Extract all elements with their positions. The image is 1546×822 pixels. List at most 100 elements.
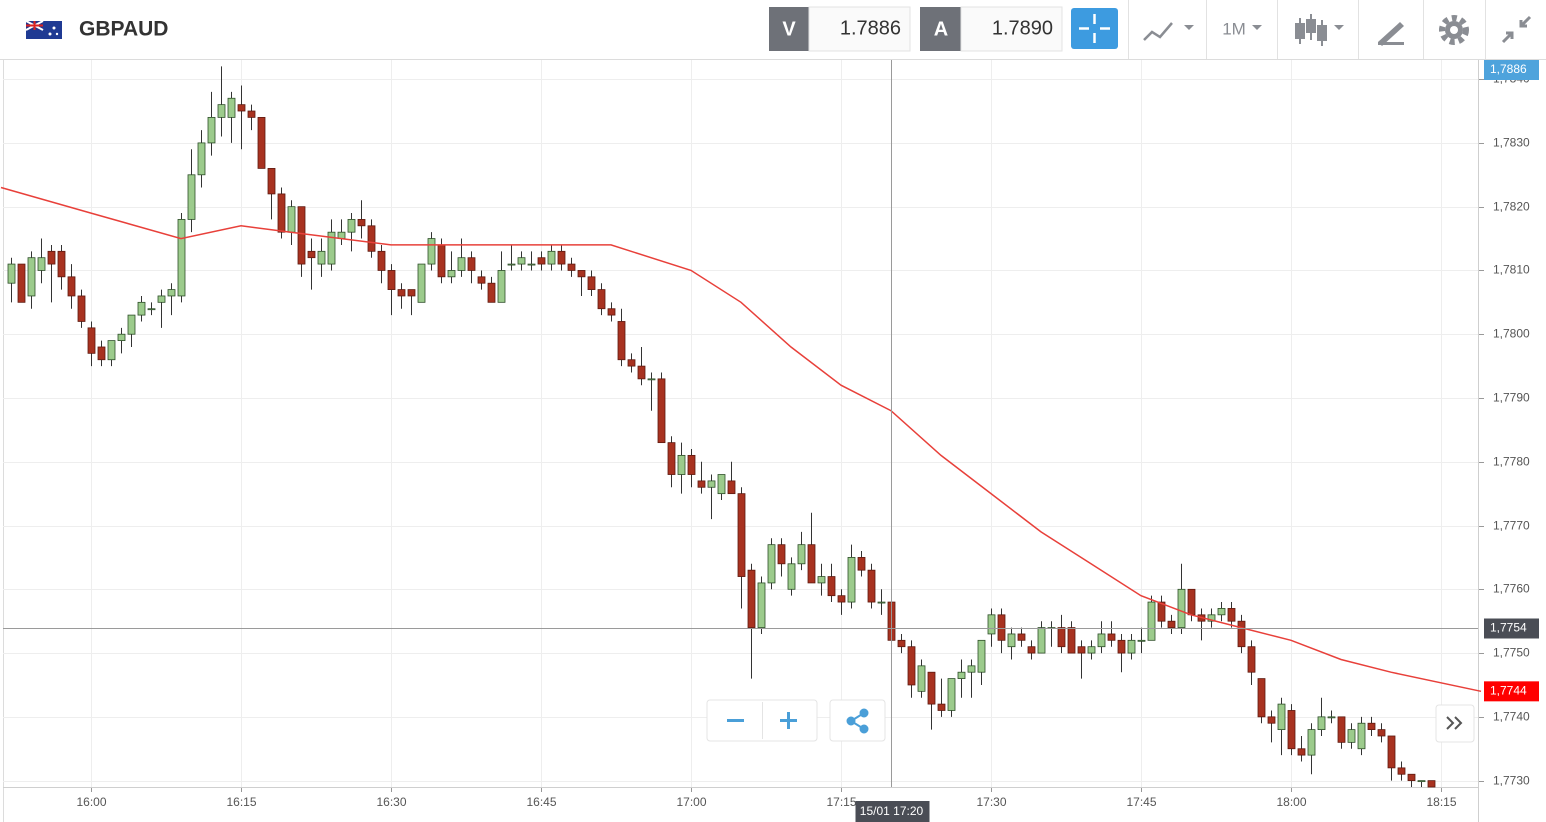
symbol: GBPAUD (79, 18, 168, 41)
collapse-button[interactable] (1501, 15, 1532, 44)
candle-body (857, 557, 866, 571)
candle-body (237, 104, 246, 112)
candle-body (707, 480, 716, 488)
candle-body (87, 327, 96, 354)
candle-body (207, 116, 216, 144)
settings-button[interactable] (1439, 15, 1469, 45)
candle-body (1297, 748, 1306, 756)
y-tick-label: 1,7780 (1493, 455, 1530, 469)
share-icon (846, 708, 869, 734)
x-tick-label: 18:15 (1426, 795, 1456, 809)
candle-body (417, 263, 426, 303)
candle-body (1267, 716, 1276, 724)
x-tick-label: 17:30 (976, 795, 1006, 809)
crosshair-y-label: 1,7754 (1490, 621, 1527, 635)
candle-body (17, 263, 26, 303)
candle-body (1057, 627, 1066, 648)
crosshair-x-label: 15/01 17:20 (860, 804, 924, 818)
candle-body (547, 250, 556, 265)
candle-body (727, 480, 736, 495)
candle-body (347, 219, 356, 233)
candle-body (1387, 735, 1396, 769)
candle-body (277, 193, 286, 233)
candle-body (507, 263, 516, 266)
share-button[interactable] (829, 699, 886, 742)
buy-button[interactable] (920, 7, 961, 51)
candle-body (467, 257, 476, 271)
candle-body (717, 474, 726, 495)
candle-body (117, 333, 126, 341)
flag (25, 20, 62, 39)
candle-body (57, 250, 66, 278)
candle-body (617, 321, 626, 361)
zoom-out-button[interactable] (727, 719, 744, 722)
candle-body (907, 646, 916, 686)
crosshair-x-tag (855, 801, 930, 822)
sell-button[interactable] (769, 7, 809, 51)
draw-button[interactable] (1378, 22, 1404, 46)
candle-body (697, 480, 706, 488)
candle-type-button[interactable] (1295, 14, 1344, 46)
candle-body (527, 263, 536, 266)
plot-area (0, 60, 1478, 787)
x-tick-label: 16:30 (376, 795, 406, 809)
candle-body (1247, 646, 1256, 673)
chart-type-button[interactable] (1143, 22, 1194, 41)
candle-body (107, 340, 116, 361)
candle-body (1107, 633, 1116, 641)
candle-body (807, 544, 816, 584)
candle-body (1097, 633, 1106, 648)
candle-body (407, 289, 416, 297)
candle-body (377, 250, 386, 271)
candle-body (1087, 646, 1096, 654)
candle-body (1377, 729, 1386, 737)
candle-body (127, 314, 136, 335)
candle-body (357, 219, 366, 227)
candle-body (837, 595, 846, 603)
candle-body (1077, 646, 1086, 654)
candle-body (597, 289, 606, 310)
buy-price-box[interactable] (960, 6, 1063, 52)
candle-body (177, 219, 186, 297)
candle-body (897, 639, 906, 648)
candle-body (977, 639, 986, 673)
candle-body (297, 206, 306, 265)
candle-body (677, 454, 686, 475)
candle-body (577, 270, 586, 278)
y-tick-label: 1,7750 (1493, 646, 1530, 660)
scroll-right-button[interactable] (1435, 704, 1475, 743)
candle-body (867, 569, 876, 603)
candle-body (957, 671, 966, 679)
candle-body (1027, 646, 1036, 654)
candle-body (827, 576, 836, 597)
candle-body (1137, 639, 1146, 642)
x-tick-label: 16:15 (226, 795, 256, 809)
sell-price: 1.7886 (840, 17, 901, 39)
price-tag-label: 1,7886 (1490, 62, 1527, 76)
crosshair-icon (1079, 14, 1110, 43)
zoom-controls (706, 699, 1475, 743)
candle-body (647, 378, 656, 381)
candle-body (987, 614, 996, 635)
candle-body (497, 270, 506, 303)
crosshair-button[interactable] (1071, 8, 1118, 49)
candle-body (637, 365, 646, 380)
candle-body (1347, 729, 1356, 743)
buy-label: A (934, 18, 948, 40)
sell-price-box[interactable] (808, 6, 911, 52)
candle-body (7, 263, 16, 284)
candle-body (1127, 639, 1136, 654)
y-tick-label: 1,7800 (1493, 327, 1530, 341)
candle-body (877, 601, 886, 604)
candle-body (817, 576, 826, 584)
candle-body (477, 276, 486, 284)
candle-body (1167, 620, 1176, 628)
zoom-in-button[interactable] (780, 712, 797, 729)
x-tick-label: 17:15 (826, 795, 856, 809)
candle-body (457, 257, 466, 271)
y-tick-label: 1,7740 (1493, 710, 1530, 724)
y-tick-label: 1,7770 (1493, 519, 1530, 533)
timeframe[interactable]: 1M (1222, 19, 1246, 38)
